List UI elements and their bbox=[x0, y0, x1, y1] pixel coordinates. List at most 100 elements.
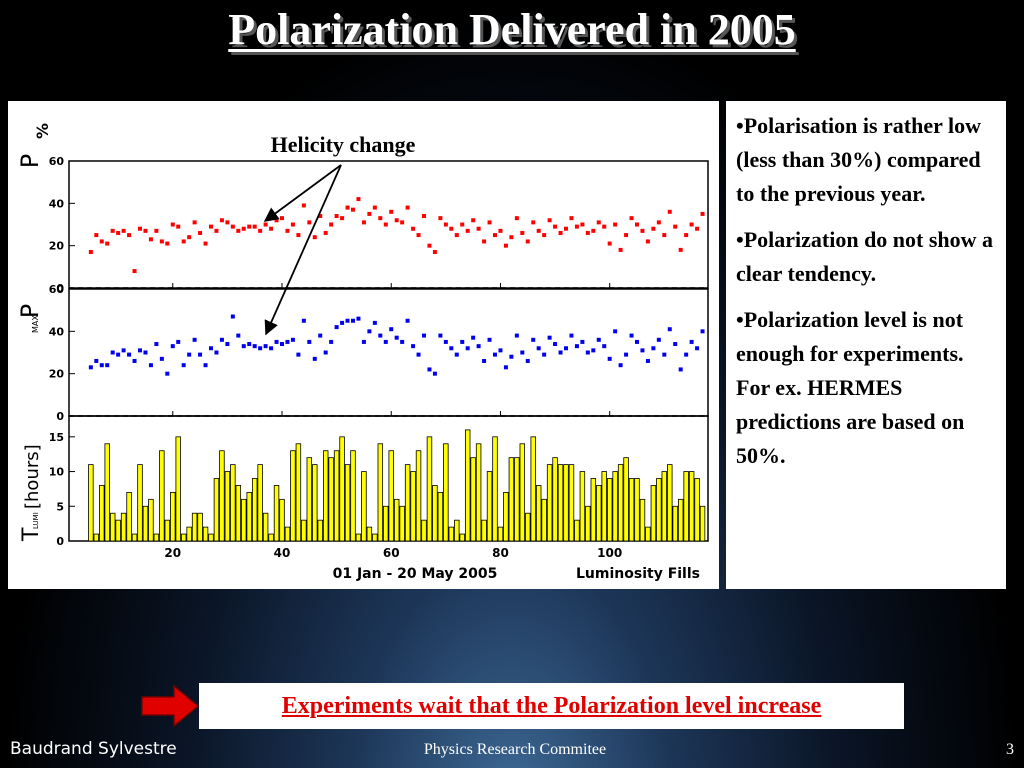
data-bar bbox=[93, 533, 100, 542]
data-bar bbox=[448, 526, 455, 542]
data-point bbox=[460, 339, 465, 344]
data-bar bbox=[459, 533, 465, 542]
data-bar bbox=[410, 471, 416, 542]
data-point bbox=[591, 228, 596, 233]
data-point bbox=[110, 228, 115, 233]
data-point bbox=[542, 233, 547, 238]
data-point bbox=[383, 222, 388, 227]
data-point bbox=[443, 339, 448, 344]
data-bar bbox=[268, 533, 274, 542]
data-bar bbox=[393, 498, 400, 542]
data-point bbox=[110, 350, 115, 355]
data-point bbox=[132, 269, 137, 274]
data-point bbox=[247, 224, 252, 229]
data-point bbox=[503, 365, 508, 370]
data-point bbox=[116, 230, 121, 235]
data-bar bbox=[366, 526, 373, 542]
data-point bbox=[656, 220, 661, 225]
data-point bbox=[569, 216, 574, 221]
data-point bbox=[192, 337, 197, 342]
data-point bbox=[312, 356, 317, 361]
data-point bbox=[389, 209, 394, 214]
data-point bbox=[181, 363, 186, 368]
data-point bbox=[700, 211, 705, 216]
data-point bbox=[372, 320, 377, 325]
data-bar bbox=[508, 457, 515, 542]
data-point bbox=[154, 342, 159, 347]
data-point bbox=[148, 363, 153, 368]
data-point bbox=[132, 358, 137, 363]
data-bar bbox=[219, 450, 225, 542]
data-point bbox=[94, 233, 99, 238]
data-point bbox=[269, 346, 274, 351]
x-axis-label: 01 Jan - 20 May 2005 bbox=[333, 566, 498, 582]
data-point bbox=[525, 358, 530, 363]
data-bar bbox=[443, 443, 449, 542]
data-point bbox=[438, 216, 443, 221]
data-bar bbox=[180, 533, 187, 542]
data-point bbox=[602, 344, 607, 349]
data-point bbox=[219, 337, 224, 342]
data-point bbox=[640, 228, 645, 233]
data-point bbox=[536, 228, 541, 233]
data-point bbox=[520, 350, 525, 355]
bullet-2: •Polarization do not show a clear tenden… bbox=[736, 227, 994, 286]
data-point bbox=[252, 344, 257, 349]
data-point bbox=[564, 346, 568, 351]
data-point bbox=[684, 233, 689, 238]
data-point bbox=[624, 352, 629, 357]
data-point bbox=[192, 220, 197, 225]
data-point bbox=[345, 318, 350, 323]
data-bar bbox=[241, 498, 247, 542]
data-bar bbox=[312, 464, 318, 542]
data-bar bbox=[639, 498, 646, 542]
y-tick-label: 60 bbox=[49, 283, 65, 296]
data-point bbox=[596, 337, 601, 342]
data-point bbox=[99, 363, 104, 368]
data-bar bbox=[596, 485, 602, 542]
data-bar bbox=[563, 464, 569, 542]
annotation-arrow bbox=[263, 164, 342, 222]
data-bar bbox=[383, 505, 389, 542]
data-point bbox=[318, 214, 323, 219]
data-point bbox=[127, 233, 132, 238]
data-bar bbox=[694, 478, 700, 542]
data-point bbox=[416, 233, 421, 238]
data-point bbox=[580, 339, 585, 344]
data-bar bbox=[437, 491, 444, 542]
data-bar bbox=[109, 512, 116, 542]
data-point bbox=[684, 352, 689, 357]
panel3-ylabel-sub: LUMI bbox=[32, 512, 40, 529]
data-bar bbox=[262, 512, 269, 542]
data-point bbox=[651, 346, 656, 351]
data-point bbox=[187, 235, 192, 240]
data-point bbox=[465, 346, 470, 351]
data-point bbox=[99, 239, 104, 244]
data-bar bbox=[699, 505, 706, 542]
data-point bbox=[574, 344, 579, 349]
data-point bbox=[318, 333, 323, 338]
data-point bbox=[209, 224, 213, 229]
data-point bbox=[618, 363, 623, 368]
data-point bbox=[400, 339, 405, 344]
data-bar bbox=[486, 471, 493, 542]
data-bar bbox=[301, 519, 307, 542]
data-bar bbox=[579, 471, 586, 542]
data-point bbox=[514, 333, 519, 338]
data-bar bbox=[339, 436, 345, 542]
data-point bbox=[263, 222, 268, 227]
data-point bbox=[574, 224, 579, 229]
data-point bbox=[449, 346, 454, 351]
data-bar bbox=[672, 505, 678, 542]
data-point bbox=[356, 197, 361, 202]
data-bar bbox=[454, 519, 460, 542]
data-point bbox=[432, 250, 437, 255]
data-point bbox=[290, 222, 295, 227]
data-point bbox=[361, 339, 366, 344]
data-bar bbox=[677, 498, 684, 542]
data-point bbox=[443, 222, 448, 227]
data-point bbox=[493, 352, 497, 357]
data-bar bbox=[372, 533, 378, 542]
data-bar bbox=[650, 485, 657, 542]
data-point bbox=[307, 220, 312, 225]
